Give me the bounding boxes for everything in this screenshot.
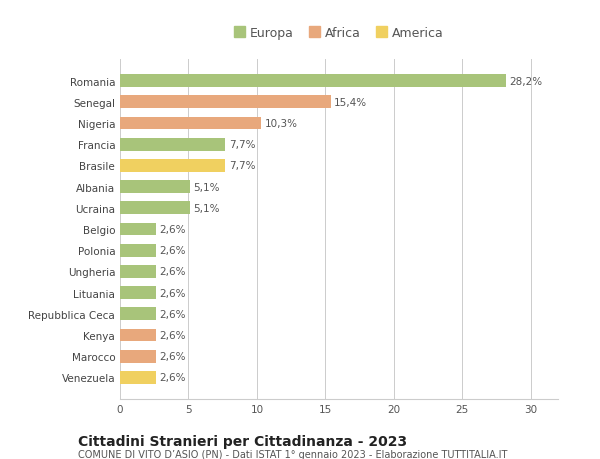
Text: 2,6%: 2,6% <box>159 267 185 277</box>
Bar <box>120 160 226 173</box>
Text: Cittadini Stranieri per Cittadinanza - 2023: Cittadini Stranieri per Cittadinanza - 2… <box>78 434 407 448</box>
Bar <box>120 308 155 320</box>
Legend: Europa, Africa, America: Europa, Africa, America <box>229 22 449 45</box>
Bar <box>120 350 155 363</box>
Bar <box>120 223 155 236</box>
Bar <box>120 265 155 278</box>
Text: 2,6%: 2,6% <box>159 288 185 298</box>
Text: COMUNE DI VITO D’ASIO (PN) - Dati ISTAT 1° gennaio 2023 - Elaborazione TUTTITALI: COMUNE DI VITO D’ASIO (PN) - Dati ISTAT … <box>78 449 508 459</box>
Text: 2,6%: 2,6% <box>159 373 185 382</box>
Text: 15,4%: 15,4% <box>334 98 367 107</box>
Text: 2,6%: 2,6% <box>159 330 185 340</box>
Bar <box>120 329 155 341</box>
Text: 7,7%: 7,7% <box>229 140 256 150</box>
Bar <box>120 181 190 194</box>
Bar <box>120 75 506 88</box>
Text: 10,3%: 10,3% <box>265 119 298 129</box>
Text: 5,1%: 5,1% <box>193 182 220 192</box>
Bar <box>120 118 261 130</box>
Bar <box>120 286 155 299</box>
Text: 5,1%: 5,1% <box>193 203 220 213</box>
Text: 2,6%: 2,6% <box>159 309 185 319</box>
Text: 28,2%: 28,2% <box>509 77 542 86</box>
Bar <box>120 96 331 109</box>
Text: 2,6%: 2,6% <box>159 352 185 361</box>
Text: 7,7%: 7,7% <box>229 161 256 171</box>
Bar <box>120 202 190 215</box>
Text: 2,6%: 2,6% <box>159 246 185 256</box>
Bar <box>120 244 155 257</box>
Text: 2,6%: 2,6% <box>159 224 185 235</box>
Bar <box>120 139 226 151</box>
Bar <box>120 371 155 384</box>
